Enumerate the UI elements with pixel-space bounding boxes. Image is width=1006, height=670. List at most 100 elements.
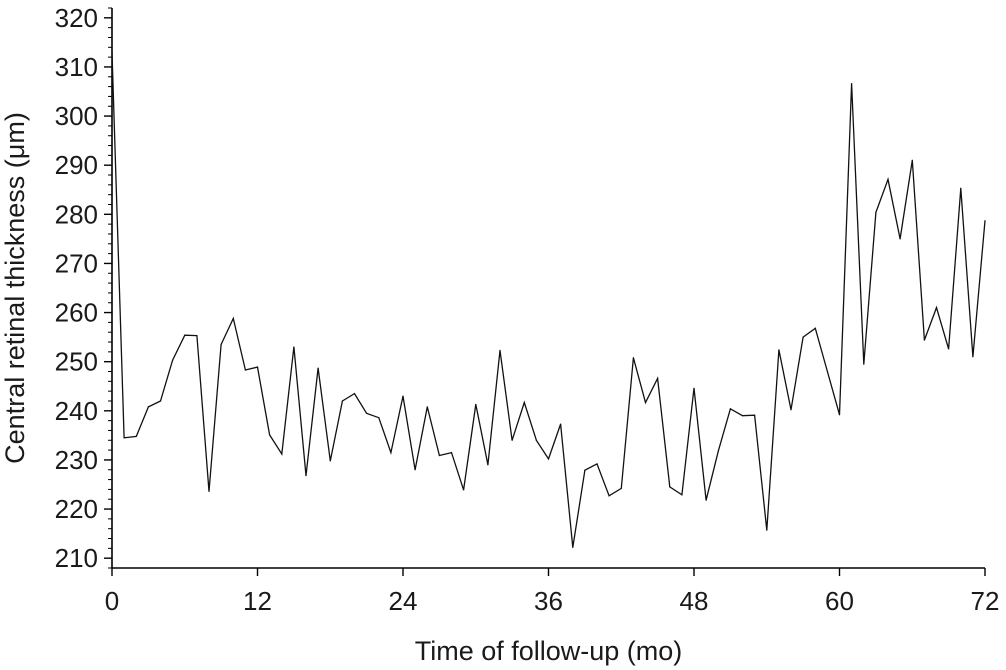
y-tick-label: 310 (55, 52, 98, 82)
data-point (220, 343, 222, 346)
y-tick-label: 320 (55, 3, 98, 33)
x-tick-label: 12 (243, 586, 272, 616)
x-axis-title: Time of follow-up (mo) (415, 636, 683, 666)
data-point (814, 327, 816, 329)
axes (111, 8, 985, 569)
data-point (657, 377, 659, 379)
data-point (438, 454, 440, 457)
y-tick-label: 270 (55, 248, 98, 278)
y-axis-title: Central retinal thickness (μm) (0, 112, 30, 464)
data-point (317, 367, 319, 369)
y-minor-ticks (108, 7, 112, 569)
data-point (863, 363, 865, 365)
data-point (838, 414, 841, 416)
data-point (414, 469, 416, 471)
x-ticks: 0 12 24 36 48 60 72 (105, 568, 1000, 616)
data-point (523, 401, 525, 404)
data-point (729, 408, 731, 410)
data-point (935, 307, 938, 309)
data-point (511, 439, 513, 441)
data-point (329, 460, 331, 462)
data-point (669, 486, 671, 488)
data-point (402, 395, 404, 397)
y-tick-label: 260 (55, 298, 98, 328)
data-point (705, 499, 707, 501)
data-point (693, 387, 695, 389)
data-point (923, 339, 925, 341)
data-point (293, 346, 295, 348)
x-tick-label: 0 (105, 586, 119, 616)
data-point (802, 336, 804, 338)
data-point (256, 366, 259, 368)
data-point (487, 464, 489, 466)
data-point (790, 409, 792, 411)
data-point (717, 450, 719, 452)
x-tick-label: 48 (680, 586, 709, 616)
data-point (147, 406, 149, 408)
data-point (463, 489, 465, 491)
data-point (911, 159, 913, 161)
data-point (196, 335, 198, 337)
series-group (111, 51, 986, 548)
y-tick-label: 250 (55, 347, 98, 377)
data-point (172, 359, 174, 361)
data-point (826, 370, 828, 373)
data-point (681, 494, 683, 496)
data-point (875, 211, 877, 213)
data-point (111, 51, 113, 53)
data-point (535, 439, 537, 441)
data-point (475, 403, 477, 406)
data-point (596, 463, 598, 465)
y-tick-label: 300 (55, 101, 98, 131)
data-point (232, 317, 234, 320)
y-tick-label: 220 (55, 494, 98, 524)
data-point (766, 529, 768, 531)
data-point (972, 356, 974, 358)
data-point (353, 393, 356, 395)
data-point (960, 187, 962, 189)
data-point (632, 357, 634, 359)
data-point (547, 458, 550, 460)
data-point (366, 412, 368, 414)
data-point (644, 401, 647, 404)
data-point (584, 469, 586, 471)
x-tick-label: 36 (534, 586, 563, 616)
data-point (269, 434, 271, 436)
data-point (984, 220, 986, 222)
data-point (899, 238, 901, 240)
data-point (123, 437, 125, 439)
data-point (560, 423, 562, 425)
y-ticks: 210 220 230 240 250 260 270 280 290 300 310 320 (55, 3, 112, 573)
data-point (450, 451, 453, 454)
data-point (378, 417, 380, 419)
y-tick-label: 280 (55, 199, 98, 229)
data-point (159, 400, 162, 402)
data-point (244, 369, 246, 371)
data-point (499, 349, 501, 351)
data-point (281, 453, 283, 455)
y-tick-label: 210 (55, 543, 98, 573)
data-point (305, 475, 307, 477)
y-tick-label: 240 (55, 396, 98, 426)
data-point (754, 414, 756, 416)
data-point (620, 487, 622, 490)
data-point (208, 490, 210, 492)
data-point (948, 348, 950, 350)
data-point (426, 406, 428, 408)
y-tick-label: 230 (55, 445, 98, 475)
data-point (851, 83, 853, 85)
data-point (135, 435, 137, 437)
data-point (341, 400, 343, 402)
data-point (390, 451, 392, 454)
data-point (741, 415, 744, 417)
data-point (184, 334, 186, 336)
x-tick-label: 24 (389, 586, 418, 616)
data-point (608, 495, 610, 497)
x-tick-label: 60 (825, 586, 854, 616)
data-point (887, 178, 889, 181)
data-point (572, 546, 574, 548)
x-tick-label: 72 (971, 586, 1000, 616)
series-line (111, 52, 986, 548)
y-tick-label: 290 (55, 150, 98, 180)
